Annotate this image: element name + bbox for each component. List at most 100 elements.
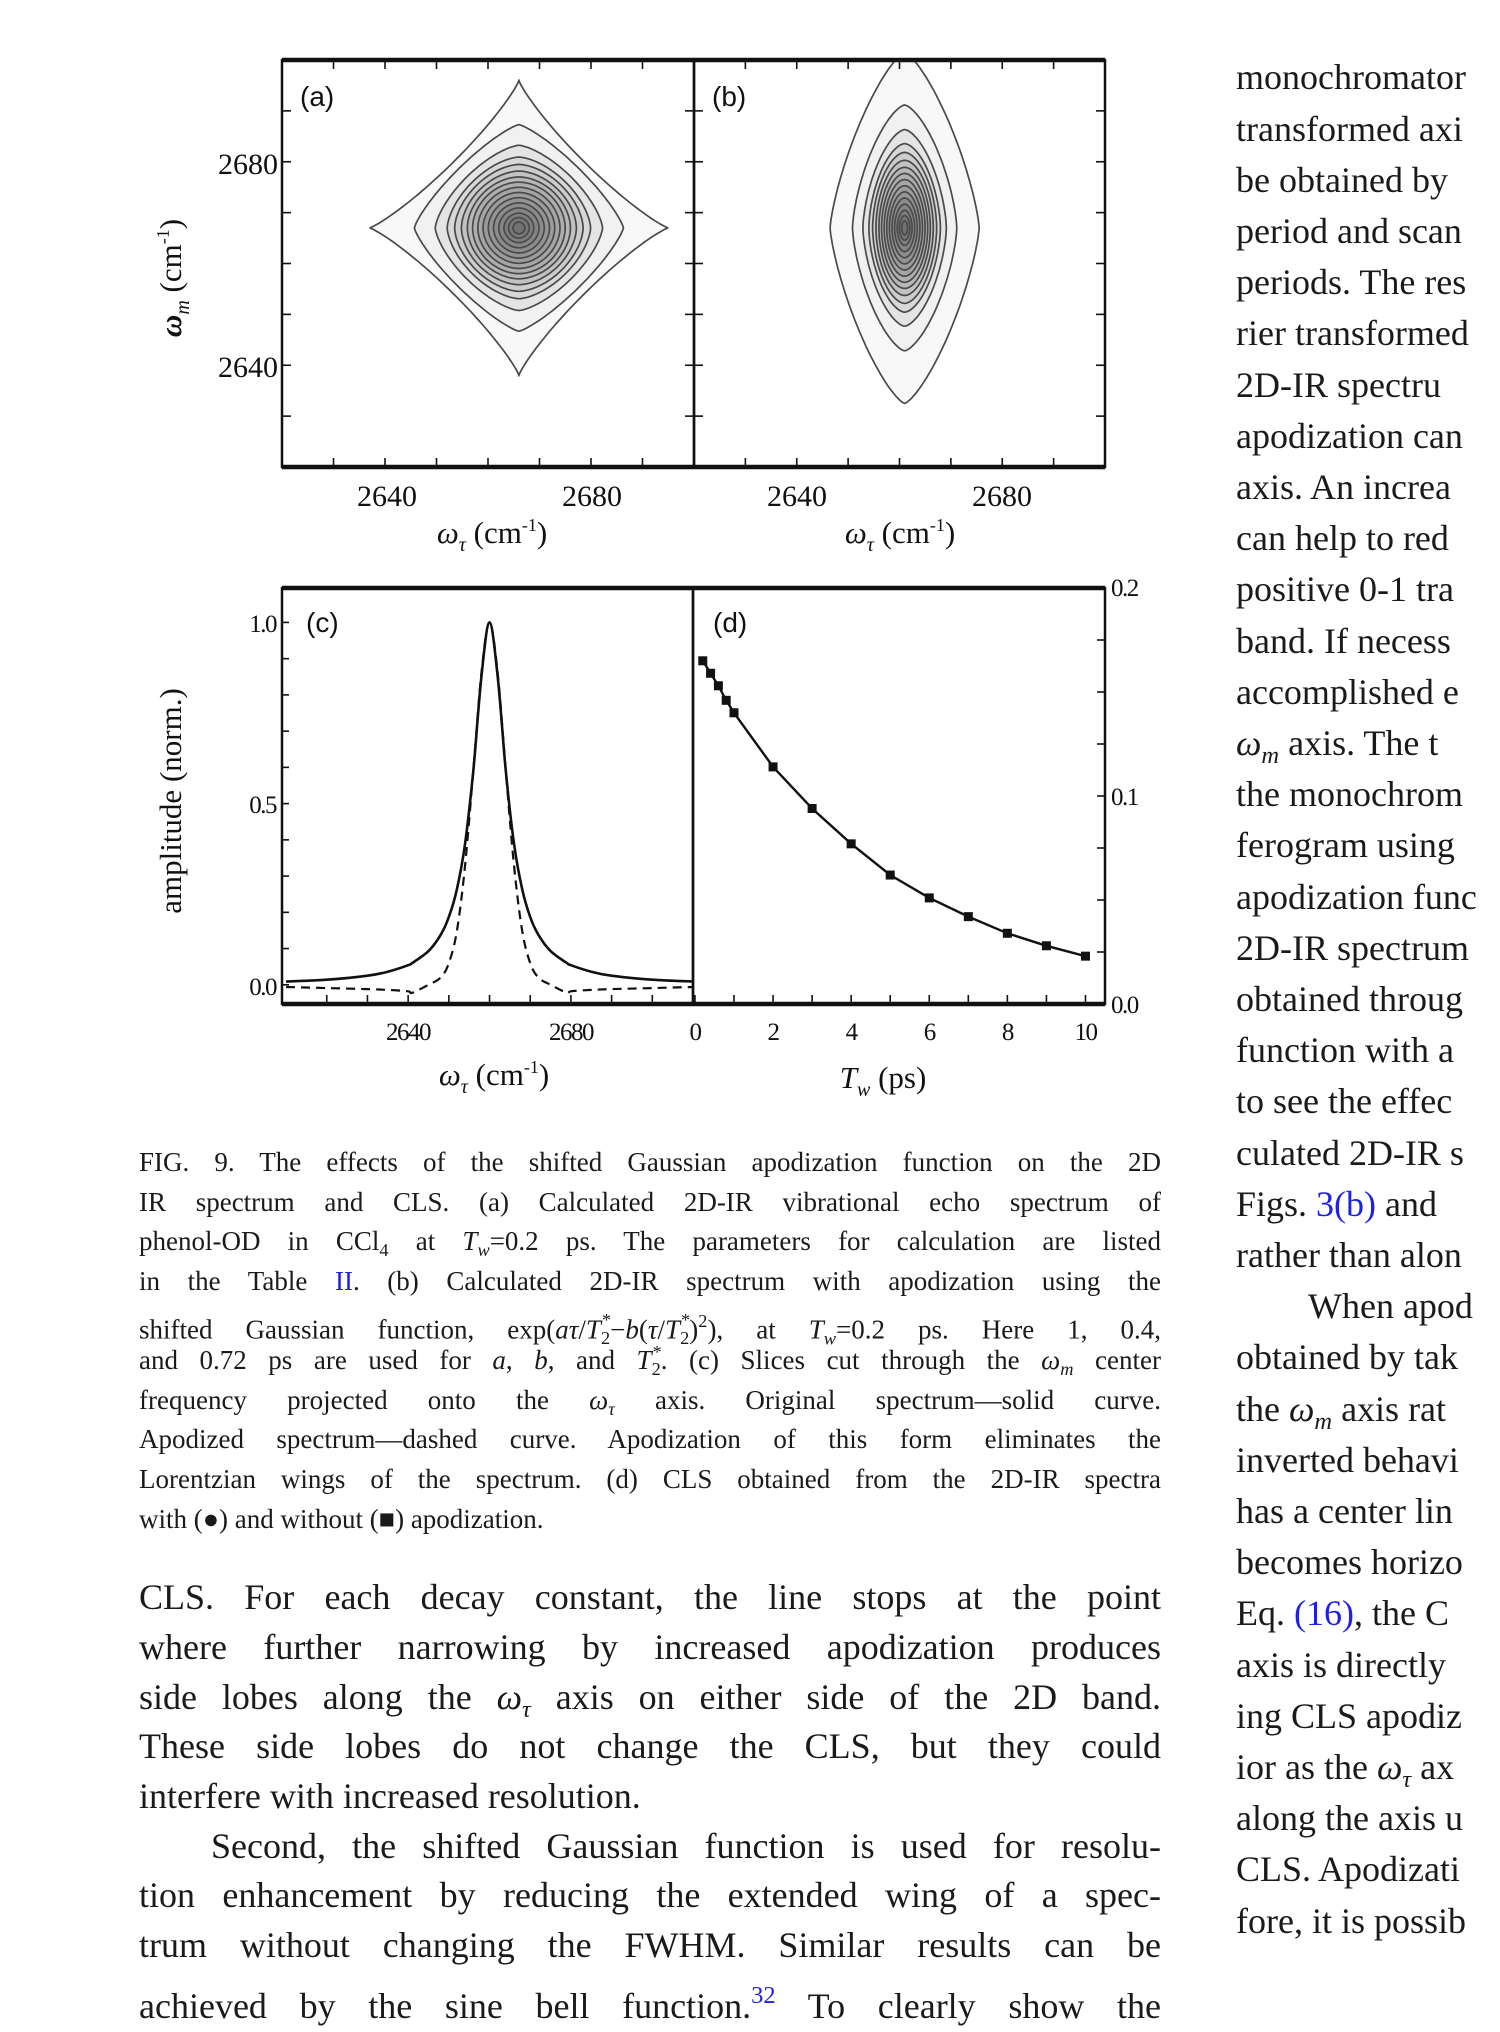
x-tick-label: 2640 <box>357 480 417 513</box>
text-run: phenol-OD in CCl <box>139 1226 380 1257</box>
data-point-square <box>807 803 817 813</box>
contour-line <box>900 220 909 236</box>
data-point-square <box>1002 928 1012 938</box>
text-run: and <box>1376 1183 1438 1224</box>
text-run: periods. The res <box>1236 262 1467 303</box>
text-run: function with a <box>1236 1030 1454 1071</box>
text-line: period and scan <box>1236 206 1462 257</box>
text-line: fore, it is possib <box>1236 1896 1466 1947</box>
text-run: Apodized spectrum—dashed curve. Apodizat… <box>139 1424 1161 1455</box>
contour-line <box>434 144 604 312</box>
subscript-superscript: 2 * <box>680 1310 690 1359</box>
math-symbol: T <box>462 1226 478 1257</box>
reference-link[interactable]: (16) <box>1294 1593 1354 1634</box>
text-run: and 0.72 ps are used for <box>139 1345 493 1376</box>
contour-line <box>851 104 958 352</box>
text-run: CLS. Apodizati <box>1236 1849 1460 1890</box>
math-symbol: ω <box>1288 1388 1315 1429</box>
text-line: achieved by the sine bell function.32 To… <box>139 1971 1161 2026</box>
right-y-tick-label: 0.0 <box>1111 992 1139 1019</box>
text-run: =0.2 ps. Here 1, 0.4, <box>836 1313 1161 1344</box>
text-run: period and scan <box>1236 211 1462 251</box>
text-run: axis on either side of the 2D band. <box>530 1676 1161 1717</box>
math-symbol: ω <box>1376 1747 1403 1787</box>
text-run: axis rat <box>1332 1388 1447 1429</box>
text-run: in the Table <box>139 1266 335 1296</box>
math-symbol: τ <box>647 1313 658 1344</box>
text-line: side lobes along the ωτ axis on either s… <box>139 1673 1161 1723</box>
math-symbol: T <box>636 1345 652 1376</box>
y-tick-label: 2680 <box>218 148 278 181</box>
reference-link[interactable]: 3(b) <box>1316 1183 1377 1224</box>
superscript: * <box>601 1310 612 1331</box>
text-run: center <box>1073 1345 1161 1376</box>
math-symbol: m <box>1261 741 1280 769</box>
text-run: fore, it is possib <box>1236 1900 1466 1941</box>
text-run: . (c) Slices cut through the <box>660 1345 1042 1376</box>
subscript: 2 <box>651 1359 661 1380</box>
panel-c-slice-plot <box>280 585 695 1007</box>
contour-line <box>413 123 625 333</box>
right-y-tick-label: 0.1 <box>1111 784 1138 811</box>
text-run: apodization func <box>1236 876 1477 917</box>
text-line: Second, the shifted Gaussian function is… <box>139 1822 1161 1872</box>
text-line: periods. The res <box>1236 257 1466 308</box>
text-line: apodization func <box>1236 872 1477 923</box>
math-symbol: b <box>625 1313 639 1344</box>
text-line: function with a <box>1236 1025 1454 1076</box>
text-line: in the Table II. (b) Calculated 2D-IR sp… <box>139 1262 1161 1302</box>
text-run: the <box>1236 1388 1289 1429</box>
text-line: becomes horizo <box>1236 1537 1463 1588</box>
text-run: at <box>388 1226 463 1257</box>
text-line: where further narrowing by increased apo… <box>139 1623 1161 1673</box>
text-line: along the axis u <box>1236 1793 1463 1844</box>
text-line: phenol-OD in CCl4 at Tw=0.2 ps. The para… <box>139 1222 1161 1262</box>
text-line: positive 0-1 tra <box>1236 564 1454 615</box>
text-line: 2D-IR spectru <box>1236 360 1441 411</box>
text-run: ior as the <box>1236 1747 1377 1787</box>
x-tick-label: 2 <box>768 1019 780 1046</box>
y-axis-label-c: amplitude (norm.) <box>153 688 188 914</box>
contour-line <box>487 196 551 259</box>
x-tick-label: 10 <box>1074 1019 1097 1046</box>
data-point-square <box>1041 941 1051 951</box>
text-run: axis. The t <box>1279 723 1439 763</box>
text-run: 2D-IR spectrum <box>1236 927 1469 968</box>
text-run: Eq. <box>1236 1593 1294 1634</box>
reference-link[interactable]: II <box>334 1266 353 1296</box>
math-symbol: T <box>808 1313 824 1344</box>
text-run: side lobes along the <box>139 1676 497 1717</box>
reference-link[interactable]: 32 <box>751 1981 776 2009</box>
text-run: be obtained by <box>1236 159 1448 200</box>
text-run: ) <box>689 1313 699 1344</box>
text-line: to see the effec <box>1236 1076 1452 1127</box>
text-run: trum without changing the FWHM. Similar … <box>139 1925 1161 1966</box>
text-run: culated 2D-IR s <box>1236 1132 1464 1173</box>
y-tick-label: 1.0 <box>249 611 277 638</box>
text-run: These side lobes do not change the CLS, … <box>139 1726 1161 1767</box>
figure-9: (a) (b) (c) (d) 2680 2640 2640 2680 2640… <box>153 57 1140 1101</box>
superscript: * <box>680 1310 691 1331</box>
text-line: axis is directly <box>1236 1640 1446 1691</box>
text-line: Lorentzian wings of the spectrum. (d) CL… <box>139 1460 1161 1500</box>
text-line: with (●) and without (■) apodization. <box>139 1500 1161 1540</box>
y-tick-label: 2640 <box>218 351 278 384</box>
text-run: transformed axi <box>1236 108 1463 149</box>
math-symbol: 2 <box>698 1310 708 1331</box>
text-run: can help to red <box>1236 518 1449 559</box>
data-point-square <box>1080 951 1090 961</box>
text-line: When apod <box>1236 1281 1473 1332</box>
x-tick-label: 0 <box>689 1019 701 1046</box>
text-run: axis is directly <box>1236 1644 1446 1685</box>
data-point-square <box>846 839 856 849</box>
text-line: transformed axi <box>1236 104 1463 155</box>
text-line: can help to red <box>1236 513 1449 564</box>
panel-label-c: (c) <box>306 607 339 638</box>
text-run: − <box>610 1313 626 1344</box>
text-run: positive 0-1 tra <box>1236 569 1454 610</box>
text-run: apodization can <box>1236 415 1463 456</box>
contour-line <box>471 181 567 275</box>
text-line: IR spectrum and CLS. (a) Calculated 2D-I… <box>139 1183 1161 1223</box>
text-run: obtained by tak <box>1236 1337 1458 1378</box>
panel-label-d: (d) <box>713 607 747 638</box>
